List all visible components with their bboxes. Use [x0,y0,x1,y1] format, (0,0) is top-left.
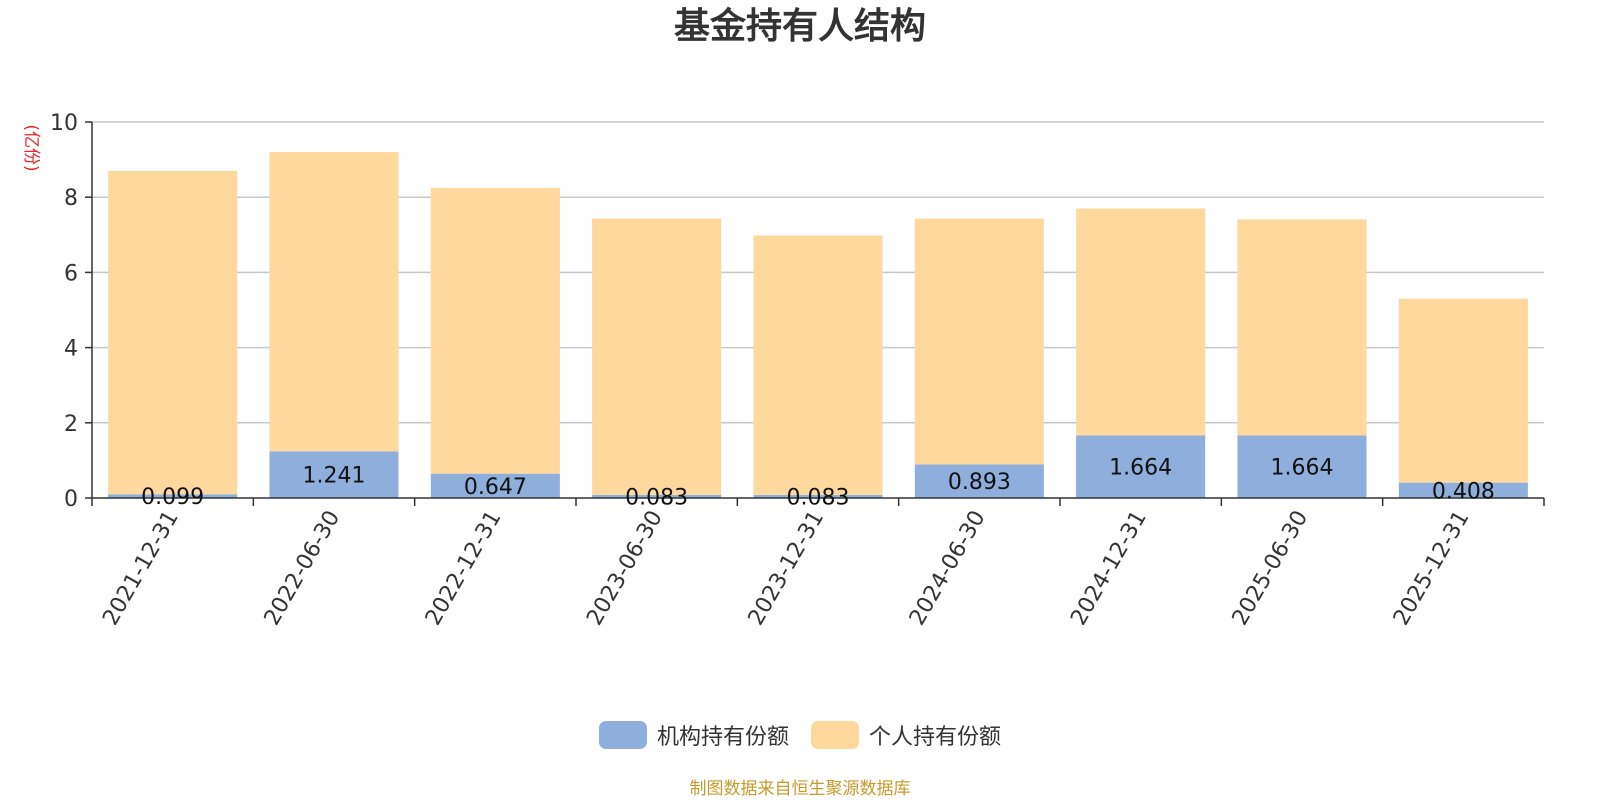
bar-value-labels: 0.099 1.241 0.647 0.083 0.083 0.893 1.664 1.664… [141,456,1495,511]
bar-individual-4[interactable] [753,235,883,495]
legend-swatch-individual [811,721,859,749]
bar-individual-2[interactable] [430,187,560,474]
bar-value-label-7: 1.664 [1271,456,1334,481]
bar-individual-0[interactable] [108,170,238,495]
bar-institutional-7[interactable] [1237,435,1367,498]
x-tick-label-1: 2022-06-30 [260,507,346,630]
y-tick-label-4: 8 [64,186,78,211]
bar-individual-5[interactable] [914,218,1044,465]
bar-individual-1[interactable] [269,152,399,452]
y-tick-label-5: 10 [50,111,78,136]
bar-institutional-4[interactable] [753,494,883,498]
bar-individual-7[interactable] [1237,219,1367,436]
bar-value-label-2: 0.647 [464,475,527,500]
bar-value-label-3: 0.083 [625,485,688,510]
bar-institutional-8[interactable] [1398,482,1528,498]
bar-institutional-0[interactable] [108,494,238,498]
x-tick-label-4: 2023-12-31 [744,507,830,630]
bar-institutional-2[interactable] [430,473,560,498]
bar-individual-6[interactable] [1076,208,1206,436]
y-tick-label-1: 2 [64,412,78,437]
bar-value-label-4: 0.083 [787,485,850,510]
bar-institutional-5[interactable] [914,464,1044,498]
bar-value-label-8: 0.408 [1432,479,1495,504]
bar-individual-8[interactable] [1398,298,1528,483]
bars [108,152,1528,498]
y-axis-unit-label: (亿份) [21,124,41,171]
legend-label-institutional: 机构持有份额 [656,725,789,750]
legend-swatch-institutional [598,721,647,749]
legend: 机构持有份额 个人持有份额 [0,718,1600,752]
bar-institutional-1[interactable] [269,451,399,498]
legend-item-institutional[interactable]: 机构持有份额 [598,719,789,751]
x-tick-label-8: 2025-12-31 [1389,507,1475,630]
y-tick-label-3: 6 [64,261,78,286]
bar-individual-3[interactable] [592,218,722,495]
x-tick-label-3: 2023-06-30 [582,507,668,630]
legend-item-individual[interactable]: 个人持有份额 [811,719,1001,751]
y-tick-label-0: 0 [64,487,78,512]
legend-label-individual: 个人持有份额 [869,725,1002,750]
y-tick-label-2: 4 [64,337,78,362]
bar-value-label-6: 1.664 [1109,456,1172,481]
x-tick-label-0: 2021-12-31 [98,507,184,630]
bar-value-label-1: 1.241 [303,464,366,489]
x-tick-label-5: 2024-06-30 [905,507,991,630]
bar-institutional-3[interactable] [592,494,722,498]
bar-value-label-0: 0.099 [141,485,204,510]
source-note: 制图数据来自恒生聚源数据库 [689,779,911,799]
x-tick-label-2: 2022-12-31 [421,507,507,630]
x-tick-label-7: 2025-06-30 [1228,507,1314,630]
chart-title: 基金持有人结构 [673,6,926,47]
bar-institutional-6[interactable] [1076,435,1206,498]
x-tick-label-6: 2024-12-31 [1066,507,1152,630]
bar-value-label-5: 0.893 [948,470,1011,495]
